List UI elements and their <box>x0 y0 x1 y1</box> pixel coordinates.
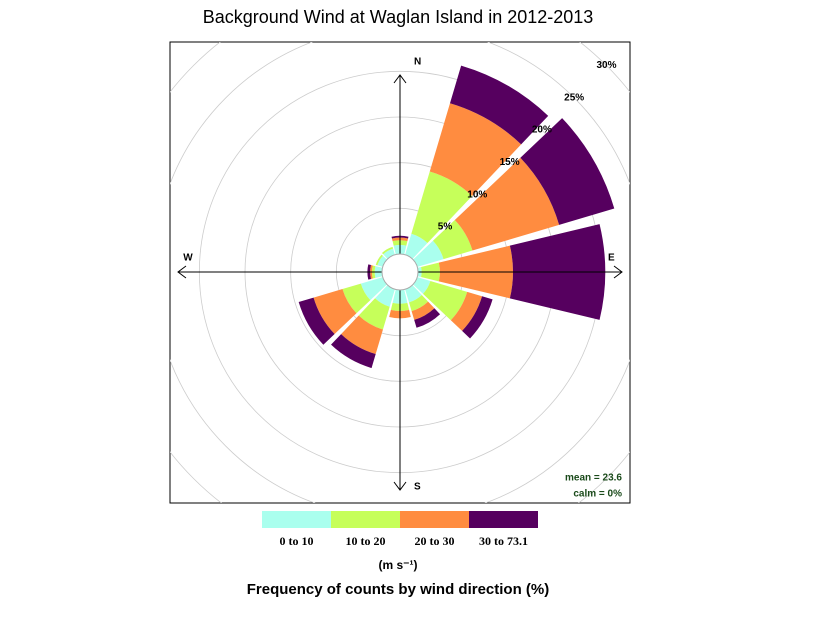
bars <box>298 65 615 369</box>
legend-label: 10 to 20 <box>346 534 386 548</box>
legend-swatch <box>331 511 400 528</box>
legend-units: (m s⁻¹) <box>379 558 418 572</box>
rose-segment <box>381 246 394 255</box>
rose-segment <box>298 297 335 345</box>
compass-label: W <box>183 253 193 264</box>
r-tick-label: 30% <box>596 60 616 71</box>
legend-label: 30 to 73.1 <box>479 534 528 548</box>
rose-segment <box>358 298 390 330</box>
compass-label: N <box>414 57 421 68</box>
rose-segment <box>520 118 615 225</box>
chart-title: Background Wind at Waglan Island in 2012… <box>203 7 594 27</box>
rose-segment <box>377 255 387 267</box>
rose-segment <box>450 291 483 331</box>
rose-segment <box>313 289 357 335</box>
rose-segment <box>454 157 560 251</box>
rose-segment <box>462 296 493 339</box>
rose-segment <box>331 334 376 369</box>
rose-segment <box>383 248 395 259</box>
rose-segment <box>405 285 422 303</box>
r-tick-label: 20% <box>532 125 552 136</box>
r-tick-label: 10% <box>467 189 487 200</box>
compass <box>177 74 623 491</box>
rose-segment <box>432 220 473 260</box>
annotation: calm = 0% <box>573 489 622 500</box>
legend-label: 0 to 10 <box>280 534 314 548</box>
rose-segment <box>411 301 435 320</box>
legend-label: 20 to 30 <box>415 534 455 548</box>
rose-segment <box>422 281 468 321</box>
rose-segment <box>375 285 395 307</box>
r-tick-label: 5% <box>438 222 453 233</box>
rose-segment <box>409 294 429 312</box>
rose-segment <box>411 171 473 244</box>
compass-label: S <box>414 482 421 493</box>
legend-swatch <box>262 511 331 528</box>
r-tick-label: 15% <box>500 157 520 168</box>
rose-segment <box>449 65 549 145</box>
rose-segment <box>414 308 441 328</box>
arrowheads <box>177 74 623 491</box>
annotation: mean = 23.6 <box>565 473 622 484</box>
rose-segment <box>375 254 383 266</box>
r-tick-label: 25% <box>564 92 584 103</box>
rose-segment <box>429 103 522 197</box>
legend-swatch <box>469 511 538 528</box>
plot-frame <box>169 41 631 504</box>
legend-swatch <box>400 511 469 528</box>
rose-segment <box>405 233 428 259</box>
rose-segment <box>341 315 383 355</box>
rose-segment <box>360 277 387 301</box>
legend: 0 to 10 10 to 20 20 to 30 30 to 73.1 <box>262 511 538 548</box>
rose-segment <box>342 283 371 314</box>
compass-label: E <box>608 253 615 264</box>
calm-circle <box>381 253 419 291</box>
rose-segment <box>413 277 431 294</box>
x-axis-label: Frequency of counts by wind direction (%… <box>247 581 550 598</box>
rose-segment <box>413 240 444 267</box>
